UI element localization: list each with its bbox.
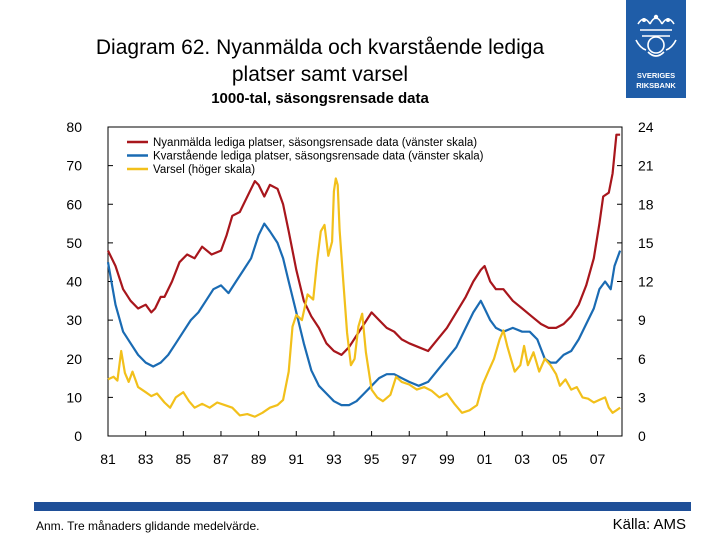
x-tick-label: 83 (138, 451, 154, 467)
x-tick-label: 85 (176, 451, 192, 467)
legend-label: Kvarstående lediga platser, säsongsrensa… (153, 151, 484, 163)
y-right-tick-label: 24 (638, 119, 654, 135)
chart-subtitle: 1000-tal, säsongsrensade data (211, 90, 429, 107)
logo-text-line-1: SVERIGES (637, 71, 675, 80)
chart-title: Diagram 62. Nyanmälda och kvarstående le… (40, 34, 600, 88)
y-right-tick-label: 9 (638, 312, 646, 328)
x-tick-label: 93 (326, 451, 342, 467)
y-right-tick-label: 15 (638, 235, 654, 251)
x-tick-label: 89 (251, 451, 267, 467)
y-right-tick-label: 6 (638, 351, 646, 367)
y-right-tick-label: 21 (638, 158, 654, 174)
x-tick-label: 03 (514, 451, 530, 467)
source-label: Källa: AMS (612, 516, 686, 533)
y-left-tick-label: 60 (66, 196, 82, 212)
footer-note: Anm. Tre månaders glidande medelvärde. (36, 519, 260, 533)
x-tick-label: 95 (364, 451, 380, 467)
x-tick-label: 01 (477, 451, 493, 467)
legend-label: Nyanmälda lediga platser, säsongsrensade… (153, 137, 477, 149)
riksbank-logo: SVERIGES RIKSBANK (626, 0, 686, 98)
logo-text-line-2: RIKSBANK (636, 81, 676, 90)
x-tick-label: 05 (552, 451, 568, 467)
x-tick-label: 81 (100, 451, 116, 467)
crown-emblem-icon: SVERIGES RIKSBANK (635, 14, 677, 90)
y-left-tick-label: 30 (66, 312, 82, 328)
x-tick-label: 97 (401, 451, 417, 467)
title-line-2: platser samt varsel (231, 63, 409, 86)
y-right-tick-label: 3 (638, 389, 646, 405)
y-right-tick-label: 18 (638, 196, 654, 212)
title-line-1: Diagram 62. Nyanmälda och kvarstående le… (95, 36, 545, 59)
x-tick-label: 91 (288, 451, 304, 467)
x-tick-label: 99 (439, 451, 455, 467)
y-left-tick-label: 50 (66, 235, 82, 251)
series-line-kvarstaende (106, 222, 622, 407)
series-line-varsel (107, 177, 621, 418)
y-left-tick-label: 80 (66, 119, 82, 135)
y-right-tick-label: 12 (638, 274, 654, 290)
y-left-tick-label: 20 (66, 351, 82, 367)
y-left-tick-label: 0 (74, 428, 82, 444)
x-tick-label: 07 (590, 451, 606, 467)
y-left-tick-label: 10 (66, 389, 82, 405)
x-tick-label: 87 (213, 451, 229, 467)
y-right-tick-label: 0 (638, 428, 646, 444)
y-left-tick-label: 70 (66, 158, 82, 174)
footer-bar (34, 502, 691, 511)
y-left-tick-label: 40 (66, 274, 82, 290)
legend-label: Varsel (höger skala) (153, 164, 255, 176)
